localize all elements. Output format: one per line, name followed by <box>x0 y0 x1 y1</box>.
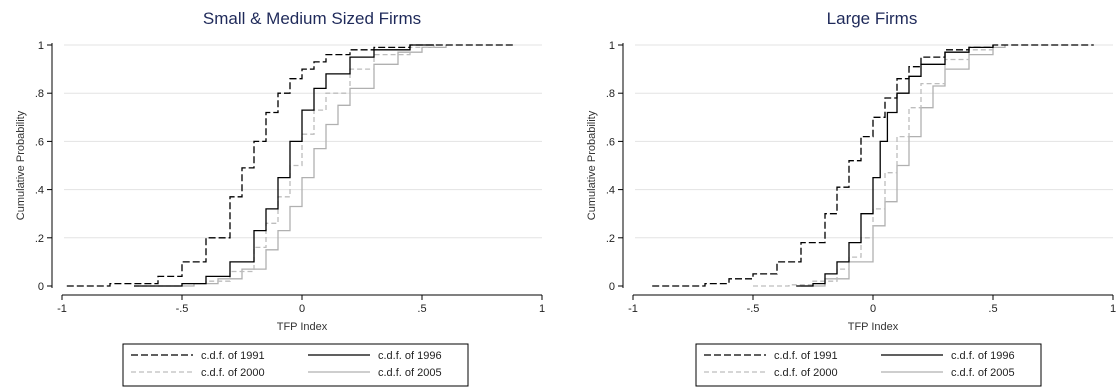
y-tick-label: 0 <box>38 281 44 293</box>
x-tick-label: -.5 <box>176 303 189 315</box>
legend-label: c.d.f. of 1991 <box>774 350 838 362</box>
chart-title: Large Firms <box>827 9 918 28</box>
x-axis-label: TFP Index <box>277 321 328 333</box>
legend-label: c.d.f. of 1996 <box>951 350 1015 362</box>
series-line-1991 <box>66 44 514 287</box>
legend: c.d.f. of 1991 c.d.f. of 1996 c.d.f. of 20… <box>695 343 1042 387</box>
legend-box <box>122 343 469 387</box>
y-axis-label: Cumulative Probability <box>586 110 598 220</box>
y-tick-label: .6 <box>35 136 44 148</box>
legend-box <box>695 343 1042 387</box>
y-axis-label: Cumulative Probability <box>15 110 27 220</box>
series-line-2000 <box>134 45 435 287</box>
series-line-2005 <box>801 45 1006 287</box>
x-tick-label: 1 <box>539 303 545 315</box>
y-tick-label: .2 <box>606 233 615 245</box>
legend-label: c.d.f. of 2000 <box>774 367 838 379</box>
x-tick-label: 1 <box>1110 303 1116 315</box>
x-tick-label: .5 <box>988 303 997 315</box>
x-tick-label: -1 <box>628 303 638 315</box>
legend-label: c.d.f. of 2005 <box>951 367 1015 379</box>
series-line-1996 <box>796 45 994 287</box>
legend: c.d.f. of 1991 c.d.f. of 1996 c.d.f. of 20… <box>122 343 469 387</box>
y-tick-label: .2 <box>35 233 44 245</box>
series-line-2005 <box>158 45 447 287</box>
series-line-1996 <box>134 44 434 287</box>
chart-panel-1: Small & Medium Sized Firms 0 .2 .4 .6 .8 1 Cumu… <box>15 9 545 387</box>
chart-title: Small & Medium Sized Firms <box>203 9 421 28</box>
y-tick-label: 0 <box>609 281 615 293</box>
legend-label: c.d.f. of 1991 <box>201 350 265 362</box>
x-tick-label: 0 <box>299 303 305 315</box>
chart-panel-2: Large Firms 0 .2 .4 .6 .8 1 Cumulative Probabil… <box>586 9 1116 387</box>
x-tick-label: -1 <box>57 303 67 315</box>
y-tick-label: .6 <box>606 136 615 148</box>
legend-label: c.d.f. of 1996 <box>378 350 442 362</box>
x-tick-label: .5 <box>417 303 426 315</box>
y-tick-label: 1 <box>38 40 44 52</box>
series-line-2000 <box>753 45 994 287</box>
y-tick-label: .4 <box>606 185 615 197</box>
x-axis-label: TFP Index <box>848 321 899 333</box>
y-tick-label: .8 <box>606 88 615 100</box>
series-line-1991 <box>652 44 1094 287</box>
x-tick-label: 0 <box>870 303 876 315</box>
legend-label: c.d.f. of 2000 <box>201 367 265 379</box>
x-tick-label: -.5 <box>747 303 760 315</box>
y-tick-label: .8 <box>35 88 44 100</box>
y-tick-label: .4 <box>35 185 44 197</box>
legend-label: c.d.f. of 2005 <box>378 367 442 379</box>
y-tick-label: 1 <box>609 40 615 52</box>
